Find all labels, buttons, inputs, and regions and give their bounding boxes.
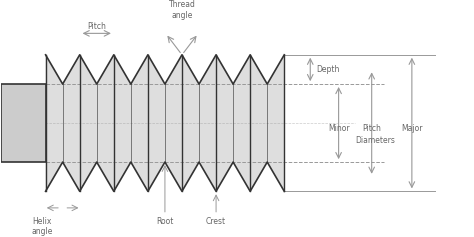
Text: Minor: Minor (328, 124, 349, 133)
Text: Thread
angle: Thread angle (169, 0, 195, 20)
Text: Depth: Depth (316, 65, 339, 74)
Polygon shape (46, 55, 284, 191)
Text: Crest: Crest (206, 217, 226, 226)
Text: Major: Major (401, 124, 423, 133)
Bar (0, 84, 46, 162)
Text: Root: Root (156, 217, 173, 226)
Text: Helix
angle: Helix angle (31, 217, 53, 236)
Text: Pitch: Pitch (362, 124, 381, 133)
Text: Pitch: Pitch (87, 22, 106, 31)
Text: Diameters: Diameters (356, 136, 395, 145)
